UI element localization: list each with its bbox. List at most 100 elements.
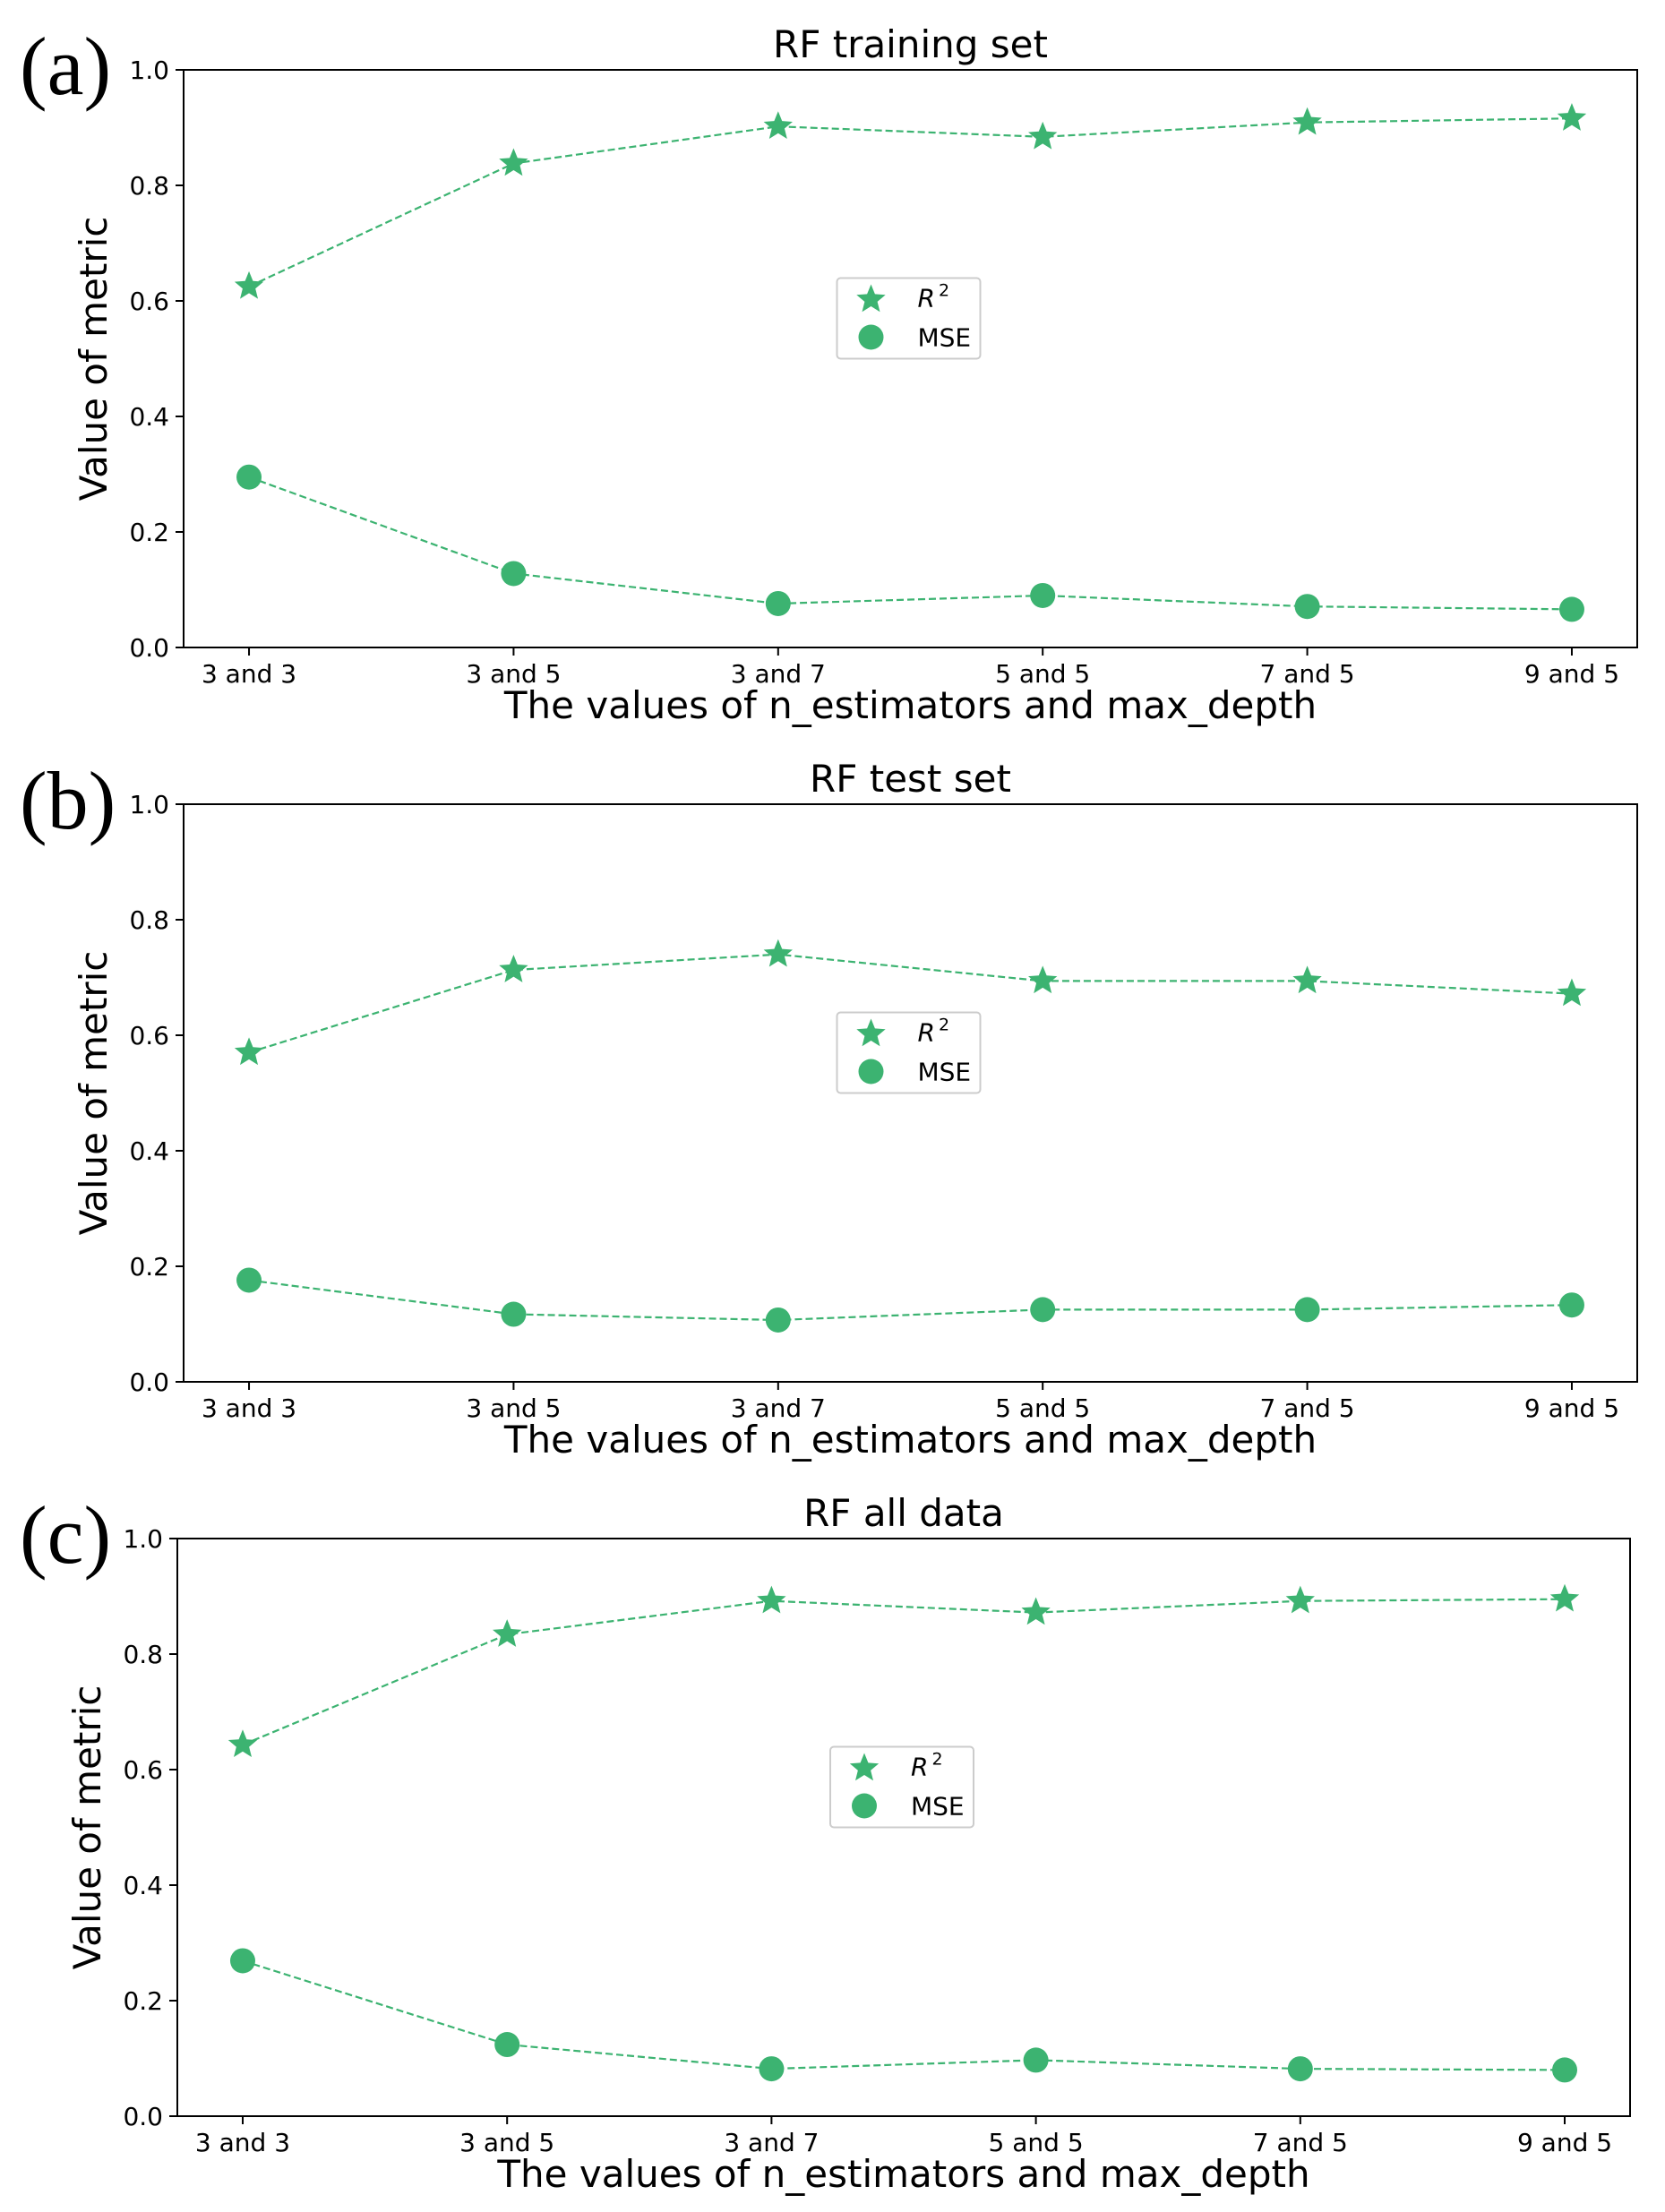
x-tick-label: 7 and 5 [1253,2128,1348,2157]
y-tick-label: 0.2 [129,518,169,547]
y-tick-label: 0.0 [129,633,169,663]
x-tick-label: 7 and 5 [1260,1393,1355,1423]
data-point-circle [759,2056,785,2082]
series-mse [236,464,1584,622]
data-point-circle [1294,1297,1320,1323]
series-mse [236,1267,1584,1333]
series-line [242,1598,1566,1746]
x-tick-label: 9 and 5 [1517,2128,1612,2157]
chart-title: RF training set [773,22,1048,66]
series-line [248,953,1573,1054]
legend: R 2 MSE [836,277,982,360]
y-tick-label: 0.0 [129,1367,169,1397]
plot-frame [183,803,1638,1383]
legend-circle-marker [858,1059,884,1085]
x-tick-label: 5 and 5 [995,1393,1090,1423]
data-point-star [1292,107,1322,135]
x-tick-label: 3 and 3 [202,659,296,689]
data-point-star [227,1729,258,1758]
data-point-circle [229,1948,255,1974]
y-tick-label: 1.0 [129,56,169,85]
x-tick-label: 5 and 5 [995,659,1090,689]
legend-label-mse: MSE [918,323,972,353]
chart-title: RF all data [803,1491,1004,1535]
panel-label: (b) [20,755,116,846]
data-point-star [493,1619,522,1647]
x-tick-label: 3 and 7 [731,659,826,689]
legend-star-marker [856,1018,886,1047]
y-axis-label: Value of metric [65,1685,109,1970]
x-tick-label: 3 and 5 [459,2128,554,2157]
data-point-star [234,270,264,299]
data-point-circle [1287,2056,1313,2082]
y-tick-label: 0.8 [129,905,169,935]
y-axis-label: Value of metric [72,217,116,502]
data-point-star [1549,1583,1580,1612]
data-point-circle [501,1301,527,1327]
data-point-circle [765,1307,791,1333]
data-point-star [1285,1585,1315,1614]
x-tick-label: 7 and 5 [1260,659,1355,689]
chart-title: RF test set [810,757,1011,801]
series-mse [229,1948,1578,2083]
data-point-star [1028,121,1058,150]
data-point-star [499,955,528,982]
data-point-circle [1552,2057,1578,2083]
series-r2 [234,103,1587,299]
y-tick-label: 0.4 [129,402,169,432]
panel-label: (a) [20,21,111,112]
series-line [248,476,1573,611]
data-point-star [499,148,528,176]
x-tick-label: 3 and 7 [731,1393,826,1423]
legend-label-mse: MSE [918,1058,972,1087]
y-tick-label: 0.0 [123,2102,163,2131]
legend: R 2 MSE [829,1745,974,1829]
data-point-circle [1558,596,1584,622]
data-point-star [763,939,793,967]
data-point-circle [1294,594,1320,620]
data-point-star [763,111,793,139]
data-point-circle [494,2032,520,2058]
chart-panel-1: (a) RF training set 0.0 0.2 0.4 0.6 0.8 1.0 3 an… [20,21,1638,727]
data-point-circle [1030,1297,1056,1323]
y-tick-label: 0.6 [129,1021,169,1050]
data-point-star [1292,965,1322,994]
x-tick-label: 9 and 5 [1524,1393,1619,1423]
data-point-star [1028,965,1058,994]
series-line [248,1279,1573,1322]
series-line [242,1959,1566,2071]
x-tick-label: 3 and 3 [195,2128,290,2157]
legend: R 2 MSE [836,1011,982,1094]
y-tick-label: 0.8 [129,171,169,201]
data-point-star [1557,978,1587,1007]
data-point-star [757,1585,786,1614]
y-tick-label: 1.0 [129,790,169,819]
y-tick-label: 0.2 [123,1986,163,2016]
y-tick-label: 0.8 [123,1640,163,1669]
series-r2 [227,1583,1580,1758]
plot-frame [176,1538,1631,2117]
y-tick-label: 0.2 [129,1252,169,1282]
x-tick-label: 3 and 5 [466,1393,561,1423]
data-point-star [1557,103,1587,131]
y-axis-label: Value of metric [72,951,116,1236]
data-point-star [1021,1597,1051,1625]
legend-star-marker [856,284,886,313]
y-tick-label: 1.0 [123,1524,163,1554]
y-tick-label: 0.4 [123,1871,163,1900]
x-axis-label: The values of n_estimators and max_depth [503,683,1317,727]
y-tick-label: 0.4 [129,1136,169,1166]
data-point-circle [501,561,527,587]
x-axis-label: The values of n_estimators and max_depth [496,2152,1309,2196]
data-point-circle [765,590,791,616]
x-tick-label: 9 and 5 [1524,659,1619,689]
x-axis-label: The values of n_estimators and max_depth [503,1418,1317,1462]
legend-star-marker [849,1753,880,1781]
data-point-circle [1558,1292,1584,1318]
legend-circle-marker [852,1793,877,1819]
data-point-circle [1030,582,1056,608]
